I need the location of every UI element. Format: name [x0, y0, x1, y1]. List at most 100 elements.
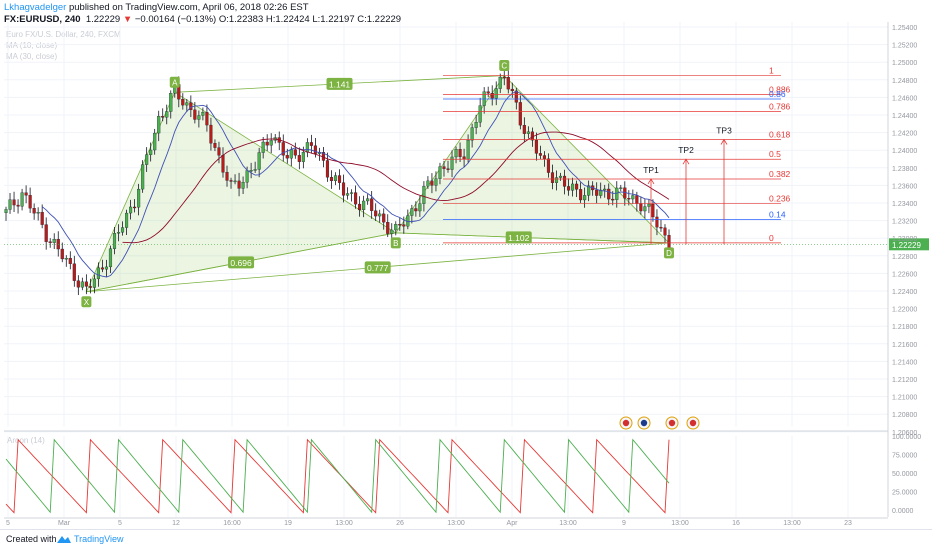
pattern-point-A: A: [172, 78, 178, 87]
candle-bear: [68, 258, 72, 264]
fib-level-label: 0.86: [769, 89, 786, 99]
pattern-point-C: C: [501, 62, 507, 71]
candle-bear: [341, 182, 346, 196]
candle-bull: [305, 142, 309, 153]
ma-line-10: [41, 90, 670, 278]
ratio-label: 1.141: [329, 79, 351, 89]
candle-bear: [358, 203, 362, 211]
candle-bear: [595, 189, 599, 196]
candle-bear: [514, 90, 518, 103]
candle-bear: [370, 198, 374, 211]
candle-bear: [293, 149, 297, 156]
candle-bull: [261, 141, 265, 153]
down-arrow-icon: ▼: [122, 14, 133, 25]
candle-bear: [534, 139, 538, 154]
ratio-badge: [228, 256, 255, 269]
candle-bull: [169, 93, 173, 112]
candle-bear: [663, 227, 667, 236]
target-label: TP1: [643, 165, 659, 175]
candle-bear: [611, 198, 615, 201]
candle-bear: [281, 142, 285, 156]
candle-bear: [12, 199, 16, 206]
pattern-point-badge: [81, 296, 92, 308]
price-axis-tick: 1.23000: [892, 236, 917, 243]
pattern-point-badge: [499, 60, 510, 72]
price-axis-tick: 1.25200: [892, 43, 917, 50]
ma10-legend[interactable]: MA (10, close): [6, 41, 58, 50]
fib-level-label: 0.618: [769, 129, 791, 139]
candle-bear: [189, 102, 193, 111]
candle-bear: [72, 263, 76, 281]
author-link[interactable]: Lkhagvadelger: [4, 2, 67, 13]
candle-bear: [337, 175, 342, 183]
candle-bear: [161, 116, 165, 118]
candle-bull: [478, 105, 482, 123]
candle-bull: [104, 266, 109, 270]
candle-bull: [470, 127, 474, 141]
candle-bull: [345, 193, 350, 196]
symbol-info: FX:EURUSD, 240 1.22229 ▼ −0.00164 (−0.13…: [4, 14, 401, 26]
candle-bear: [374, 210, 378, 217]
fib-level-label: 0: [769, 233, 774, 243]
candle-bull: [619, 187, 623, 189]
candle-bull: [378, 213, 382, 217]
candle-bear: [309, 142, 313, 146]
candle-bull: [149, 149, 153, 155]
candle-bull: [129, 206, 133, 214]
candle-bear: [133, 206, 137, 209]
candle-bull: [112, 233, 117, 249]
candle-bear: [213, 143, 217, 148]
candle-bull: [137, 188, 141, 208]
indicator-axis-tick: 75.0000: [892, 453, 917, 460]
candle-bear: [579, 189, 583, 201]
price-axis-tick: 1.23400: [892, 201, 917, 208]
price-axis-tick: 1.23200: [892, 219, 917, 226]
candle-bear: [639, 203, 643, 212]
candle-bull: [631, 195, 635, 200]
created-with-label: Created with: [6, 534, 57, 544]
candle-bear: [354, 192, 358, 205]
candle-bear: [329, 177, 334, 182]
candle-bull: [333, 175, 338, 182]
price-axis-tick: 1.21000: [892, 395, 917, 402]
ratio-badge: [326, 77, 353, 90]
candle-bear: [48, 241, 52, 243]
candle-bull: [394, 224, 398, 231]
pattern-point-badge: [664, 247, 675, 259]
symbol-label[interactable]: FX:EURUSD, 240: [4, 14, 81, 25]
candle-bull: [466, 139, 470, 160]
fib-level-label: 0.5: [769, 149, 781, 159]
candle-bull: [185, 102, 189, 106]
us-flag-icon-center: [668, 419, 676, 427]
candle-bear: [297, 155, 301, 162]
candle-bull: [8, 199, 12, 210]
candle-bull: [201, 112, 205, 116]
candle-bull: [438, 166, 442, 179]
candle-bear: [84, 281, 88, 287]
aroon-down-line: [5, 438, 670, 514]
pattern-point-badge: [390, 237, 401, 249]
price-axis-tick: 1.22800: [892, 254, 917, 261]
candle-bear: [386, 222, 390, 234]
price-axis-tick: 1.21600: [892, 342, 917, 349]
pattern-point-B: B: [393, 239, 398, 248]
candle-bull: [257, 152, 261, 170]
candle-bull: [157, 116, 161, 134]
candle-bull: [426, 180, 430, 187]
candle-bull: [350, 192, 354, 194]
price-change: −0.00164 (−0.13%): [134, 14, 217, 25]
candle-bear: [635, 195, 639, 204]
price-axis-tick: 1.20800: [892, 412, 917, 419]
footer-bar: Created with TradingView: [0, 529, 932, 551]
last-price-label: 1.22229: [892, 241, 921, 250]
ma30-legend[interactable]: MA (30, close): [6, 52, 58, 61]
price-axis-tick: 1.21200: [892, 377, 917, 384]
candle-bear: [414, 208, 418, 212]
candle-bull: [241, 182, 245, 189]
arrow-head-icon: [720, 138, 728, 145]
time-axis-tick: 13:00: [559, 520, 577, 527]
candle-bear: [655, 216, 659, 228]
candle-bull: [643, 206, 647, 212]
candle-bull: [4, 209, 8, 213]
